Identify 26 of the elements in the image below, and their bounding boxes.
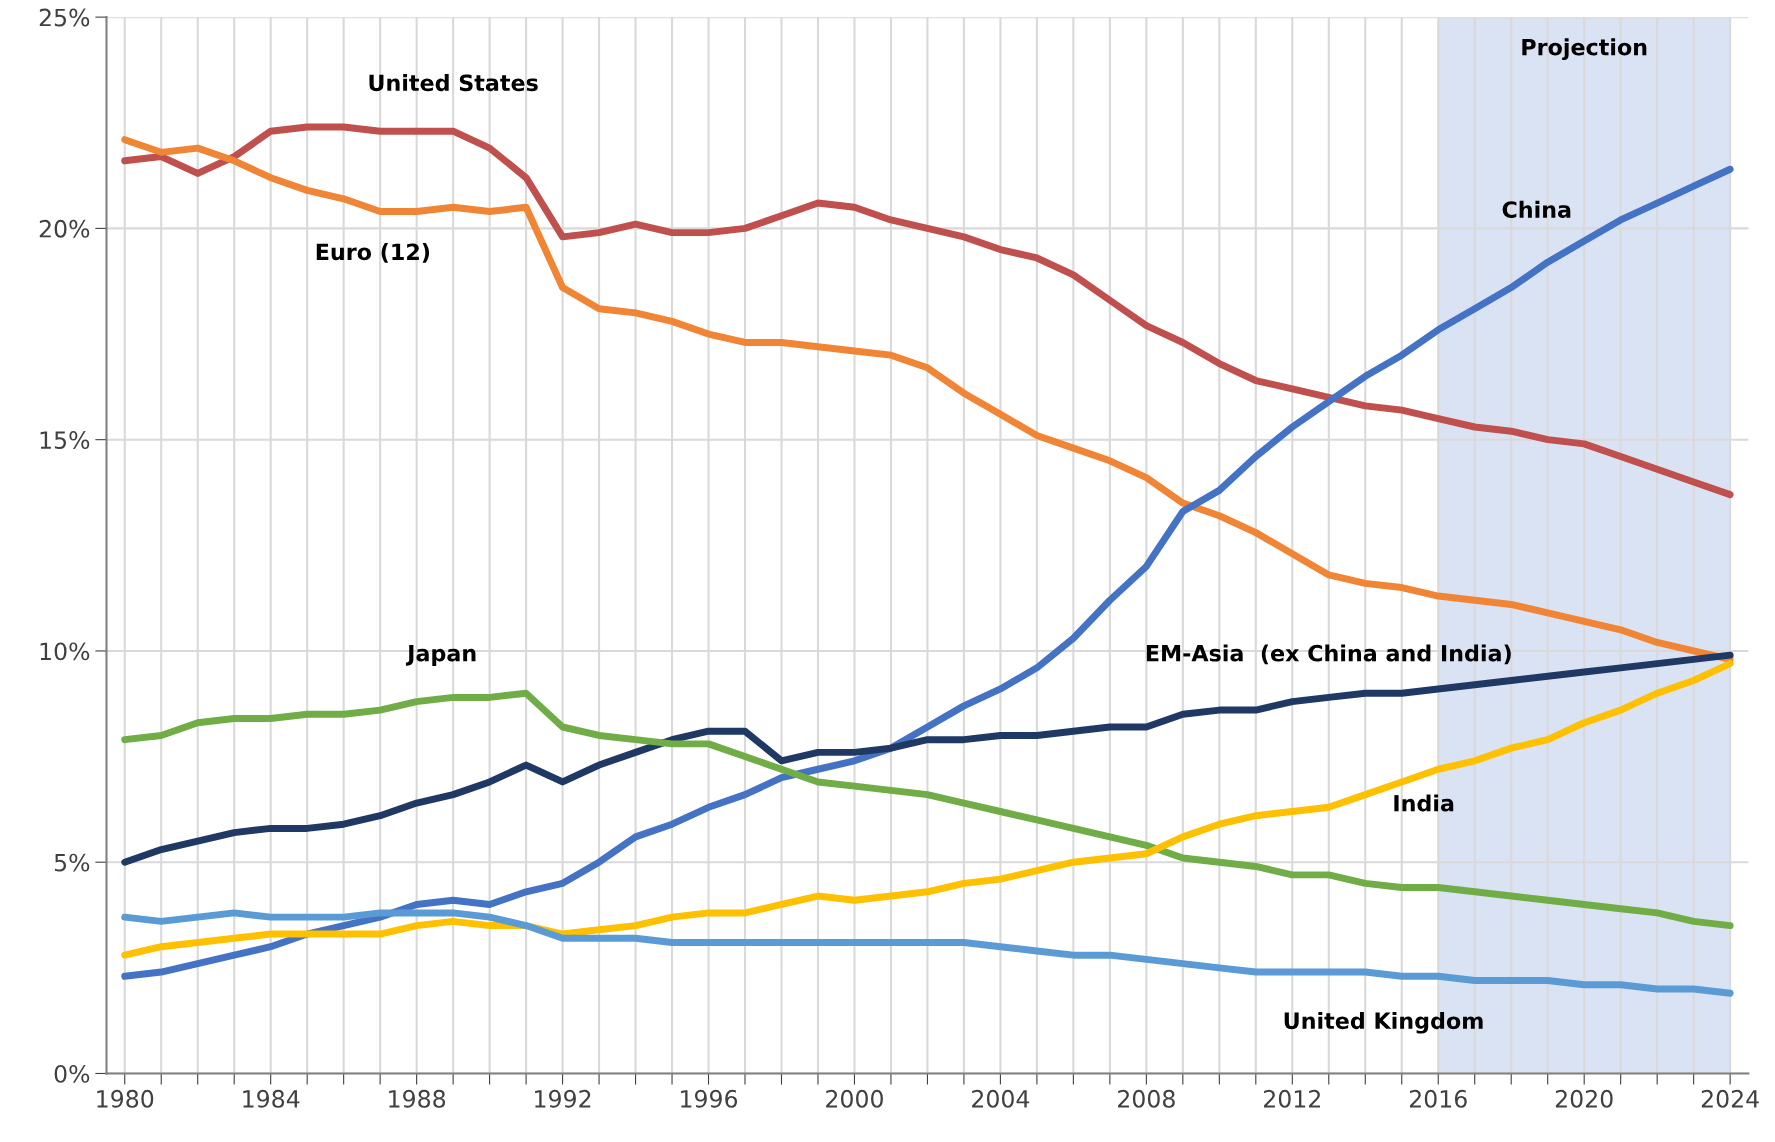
x-tick-label: 1980 [97,1089,154,1108]
series-label: United States [369,73,538,92]
series-label: Japan [405,645,476,666]
x-tick-label: 2020 [1555,1089,1613,1108]
series-label: United Kingdom [1284,1011,1483,1034]
series-label: China [1502,200,1571,218]
series-label: India [1394,794,1454,812]
y-tick-label: 20% [39,219,90,238]
x-tick-label: 1984 [243,1089,300,1108]
x-tick-label: 2012 [1263,1089,1320,1108]
x-tick-label: 1988 [389,1089,446,1108]
x-tick-label: 1992 [535,1089,591,1108]
x-tick-label: 2008 [1118,1089,1175,1108]
x-tick-label: 2016 [1409,1089,1467,1108]
y-tick-label: 25% [39,8,90,27]
series-label: Euro (12) [316,243,430,263]
x-tick-label: 1996 [681,1089,738,1108]
x-tick-label: 2000 [826,1089,883,1108]
y-tick-label: 5% [54,853,90,872]
band-label: Projection [1522,38,1647,60]
y-tick-label: 10% [40,642,90,661]
x-tick-label: 2004 [972,1089,1030,1108]
y-tick-label: 15% [40,431,90,449]
y-tick-label: 0% [54,1064,90,1083]
series-label: EM-Asia (ex China and India) [1146,644,1511,665]
x-tick-label: 2024 [1701,1089,1759,1108]
